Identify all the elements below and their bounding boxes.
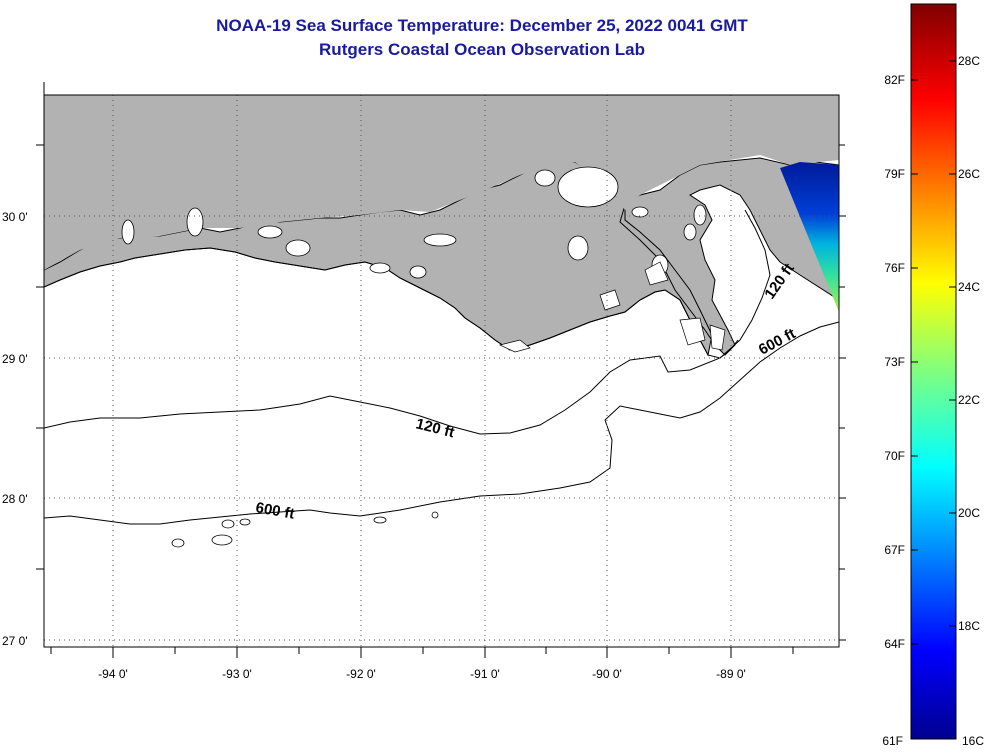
sst-swath xyxy=(780,162,839,312)
lon-label: -93 0' xyxy=(222,667,252,681)
map-title: NOAA-19 Sea Surface Temperature: Decembe… xyxy=(216,16,748,35)
map-subtitle: Rutgers Coastal Ocean Observation Lab xyxy=(319,40,645,59)
delta-marsh xyxy=(498,261,726,353)
colorbar xyxy=(910,3,957,740)
lat-label: 28 0' xyxy=(2,492,28,506)
lon-label: -92 0' xyxy=(346,667,376,681)
lon-label: -94 0' xyxy=(98,667,128,681)
lat-label: 29 0' xyxy=(2,352,28,366)
contour-120ft xyxy=(44,209,771,435)
colorbar-f-label: 64F xyxy=(884,637,905,651)
land-fill xyxy=(44,95,839,270)
colorbar-c-label: 16C xyxy=(962,734,984,748)
colorbar-c-label: 22C xyxy=(958,393,980,407)
lon-label: -89 0' xyxy=(716,667,746,681)
graticule xyxy=(44,95,839,647)
colorbar-c-label: 24C xyxy=(958,280,980,294)
colorbar-f-label: 70F xyxy=(884,449,905,463)
lat-label: 30 0' xyxy=(2,210,28,224)
coastline xyxy=(44,247,739,359)
colorbar-f-label: 67F xyxy=(884,543,905,557)
lon-label: -91 0' xyxy=(470,667,500,681)
colorbar-c-label: 18C xyxy=(958,619,980,633)
map-frame xyxy=(43,94,840,648)
colorbar-f-label: 73F xyxy=(884,355,905,369)
colorbar-f-label: 76F xyxy=(884,261,905,275)
colorbar-f-label: 79F xyxy=(884,167,905,181)
colorbar-f-ticks xyxy=(911,60,956,645)
colorbar-f-label: 61F xyxy=(882,734,903,748)
contour-600ft xyxy=(44,321,839,525)
colorbar-c-label: 26C xyxy=(958,167,980,181)
lon-label: -90 0' xyxy=(592,667,622,681)
colorbar-f-label: 82F xyxy=(884,73,905,87)
tick-marks xyxy=(36,82,846,658)
seamount-contours xyxy=(171,511,439,548)
contour-label-600ft: 600 ft xyxy=(254,499,296,523)
lat-label: 27 0' xyxy=(2,634,28,648)
lakes xyxy=(121,166,707,279)
colorbar-c-label: 20C xyxy=(958,506,980,520)
colorbar-c-label: 28C xyxy=(958,54,980,68)
